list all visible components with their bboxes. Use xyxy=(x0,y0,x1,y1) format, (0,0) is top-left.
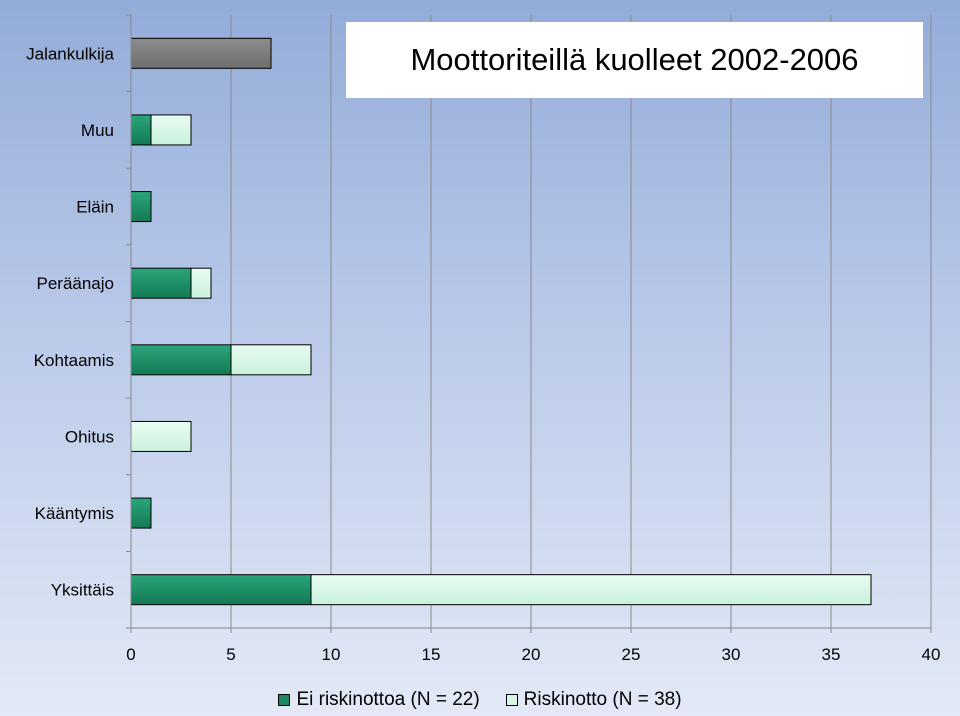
category-label-kaantymis: Kääntymis xyxy=(35,504,114,523)
x-tick-label-25: 25 xyxy=(622,645,641,664)
bar-muu-ei-riskinottoa xyxy=(130,114,152,146)
category-label-jalankulkija: Jalankulkija xyxy=(26,44,114,63)
legend-label-riskinotto: Riskinotto (N = 38) xyxy=(523,689,682,710)
legend-swatch-riskinotto xyxy=(505,694,518,706)
bar-kaantymis-ei-riskinottoa xyxy=(130,497,152,529)
x-tick-label-10: 10 xyxy=(322,645,341,664)
x-tick-label-40: 40 xyxy=(922,645,941,664)
category-label-muu: Muu xyxy=(81,121,114,140)
gridlines xyxy=(230,15,932,628)
bar-jalankulkija-total xyxy=(130,37,272,69)
bar-elain-ei-riskinottoa xyxy=(130,191,152,223)
category-label-elain: Eläin xyxy=(76,198,114,217)
legend-item-riskinotto: Riskinotto (N = 38) xyxy=(505,689,682,711)
category-label-ohitus: Ohitus xyxy=(65,427,114,446)
legend-item-ei-riskinottoa: Ei riskinottoa (N = 22) xyxy=(278,689,480,711)
category-labels: Jalankulkija Muu Eläin Peräänajo Kohtaamis Oh… xyxy=(26,44,114,599)
legend-label-ei-riskinottoa: Ei riskinottoa (N = 22) xyxy=(296,689,480,710)
bar-kohtaamis-ei-riskinottoa xyxy=(130,344,232,376)
category-label-yksittais: Yksittäis xyxy=(51,581,114,600)
category-label-peraanajo: Peräänajo xyxy=(36,274,114,293)
x-tick-label-20: 20 xyxy=(522,645,541,664)
bar-kohtaamis-riskinotto xyxy=(230,344,312,376)
axes xyxy=(126,14,932,633)
bar-yksittais-ei-riskinottoa xyxy=(130,574,312,606)
bar-peraanajo-riskinotto xyxy=(190,267,212,299)
bar-muu-riskinotto xyxy=(150,114,192,146)
x-tick-label-30: 30 xyxy=(722,645,741,664)
chart-title: Moottoriteillä kuolleet 2002-2006 xyxy=(346,22,923,98)
x-tick-label-15: 15 xyxy=(422,645,441,664)
x-tick-label-0: 0 xyxy=(126,645,135,664)
x-tick-labels: 0 5 10 15 20 25 30 35 40 xyxy=(126,645,940,664)
bar-yksittais-riskinotto xyxy=(310,574,872,606)
legend: Ei riskinottoa (N = 22) Riskinotto (N = … xyxy=(0,689,960,711)
bar-peraanajo-ei-riskinottoa xyxy=(130,267,192,299)
bars xyxy=(130,37,872,606)
x-tick-label-35: 35 xyxy=(822,645,841,664)
x-tick-label-5: 5 xyxy=(226,645,235,664)
bar-ohitus-riskinotto xyxy=(130,420,192,452)
category-label-kohtaamis: Kohtaamis xyxy=(34,351,114,370)
legend-swatch-ei-riskinottoa xyxy=(278,694,291,706)
